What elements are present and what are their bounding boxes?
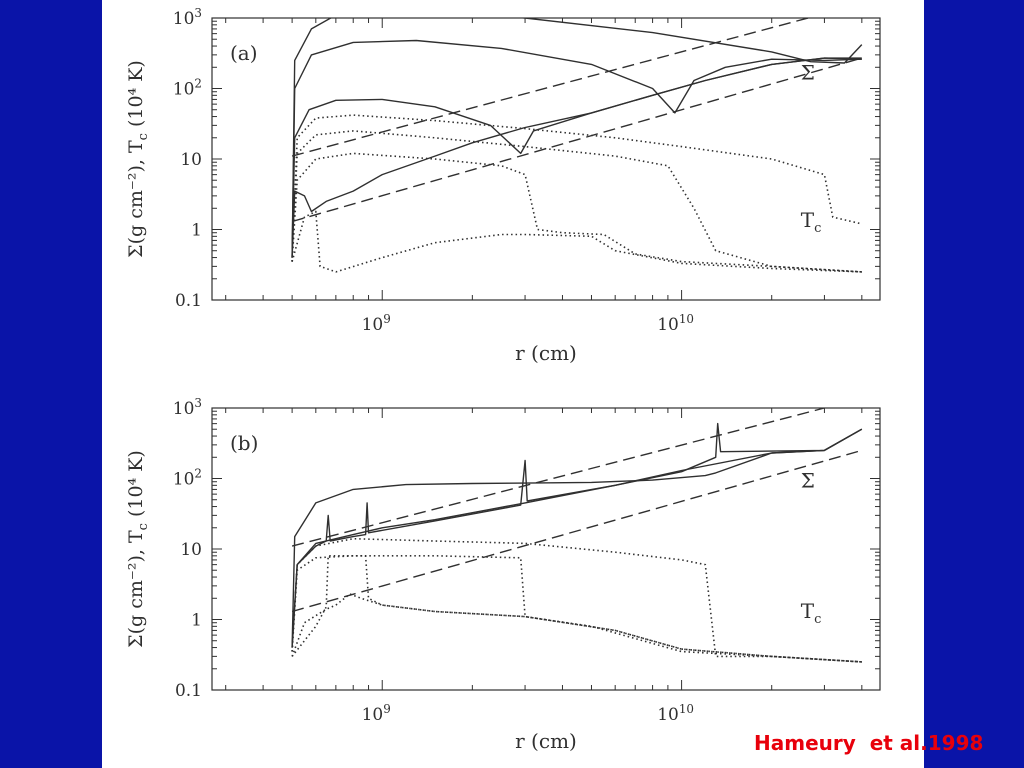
y-tick-label: 102	[173, 466, 202, 489]
dashed-series-line	[291, 449, 862, 613]
dashed-series-line	[291, 408, 825, 547]
x-tick-label: 109	[362, 312, 391, 335]
y-tick-label: 103	[173, 396, 202, 419]
x-tick-label: 109	[362, 702, 391, 725]
solid-series-line	[291, 428, 863, 648]
figure: 0.1 1 10 102 103 109 1010 r (cm) Σ(g cm⁻²), Tc (…	[125, 6, 881, 753]
curve-annotation: Σ	[801, 60, 815, 84]
dotted-series-line	[291, 152, 862, 273]
y-tick-label: 10	[180, 150, 202, 170]
dotted-series-line	[291, 537, 862, 663]
dotted-series-line	[291, 555, 862, 663]
solid-series-line	[291, 57, 862, 258]
y-tick-label: 0.1	[175, 681, 202, 701]
dotted-series-line	[291, 593, 862, 663]
y-tick-label: 1	[191, 221, 202, 241]
dotted-series-line	[291, 130, 862, 273]
solid-series-line	[291, 422, 863, 648]
plot-frame	[211, 17, 881, 301]
solid-series-line	[291, 57, 862, 258]
dashed-series-line	[291, 18, 811, 157]
curve-annotation: Tc	[801, 599, 822, 627]
dashed-series-line	[291, 57, 862, 223]
curve-annotation: Σ	[801, 468, 815, 492]
dotted-series-line	[291, 210, 862, 273]
panel-label: (a)	[230, 41, 258, 65]
y-tick-label: 103	[173, 6, 202, 29]
y-axis-label: Σ(g cm⁻²), Tc (10⁴ K)	[125, 450, 151, 648]
series-group	[291, 18, 863, 273]
panel-label: (b)	[230, 431, 258, 455]
x-tick-label: 1010	[657, 312, 694, 335]
y-tick-label: 102	[173, 76, 202, 99]
y-tick-label: 0.1	[175, 291, 202, 311]
x-axis-label: r (cm)	[515, 341, 577, 365]
solid-series-line	[291, 428, 863, 648]
solid-series-line	[291, 39, 862, 258]
y-axis-label: Σ(g cm⁻²), Tc (10⁴ K)	[125, 60, 151, 258]
x-tick-label: 1010	[657, 702, 694, 725]
dotted-series-line	[291, 555, 862, 663]
chart-panel-a: 0.1 1 10 102 103 109 1010 r (cm) Σ(g cm⁻²), Tc (…	[125, 6, 881, 365]
x-axis-label: r (cm)	[515, 729, 577, 753]
series-group	[291, 408, 863, 663]
chart-panel-b: 0.1 1 10 102 103 109 1010 r (cm) Σ(g cm⁻²), Tc (…	[125, 396, 881, 753]
y-tick-label: 1	[191, 611, 202, 631]
citation-text: Hameury et al.1998	[754, 731, 984, 755]
y-tick-label: 10	[180, 540, 202, 560]
dotted-series-line	[291, 114, 862, 262]
slide-panel: 0.1 1 10 102 103 109 1010 r (cm) Σ(g cm⁻²), Tc (…	[102, 0, 983, 768]
solid-series-line	[291, 18, 863, 258]
curve-annotation: Tc	[801, 208, 822, 236]
